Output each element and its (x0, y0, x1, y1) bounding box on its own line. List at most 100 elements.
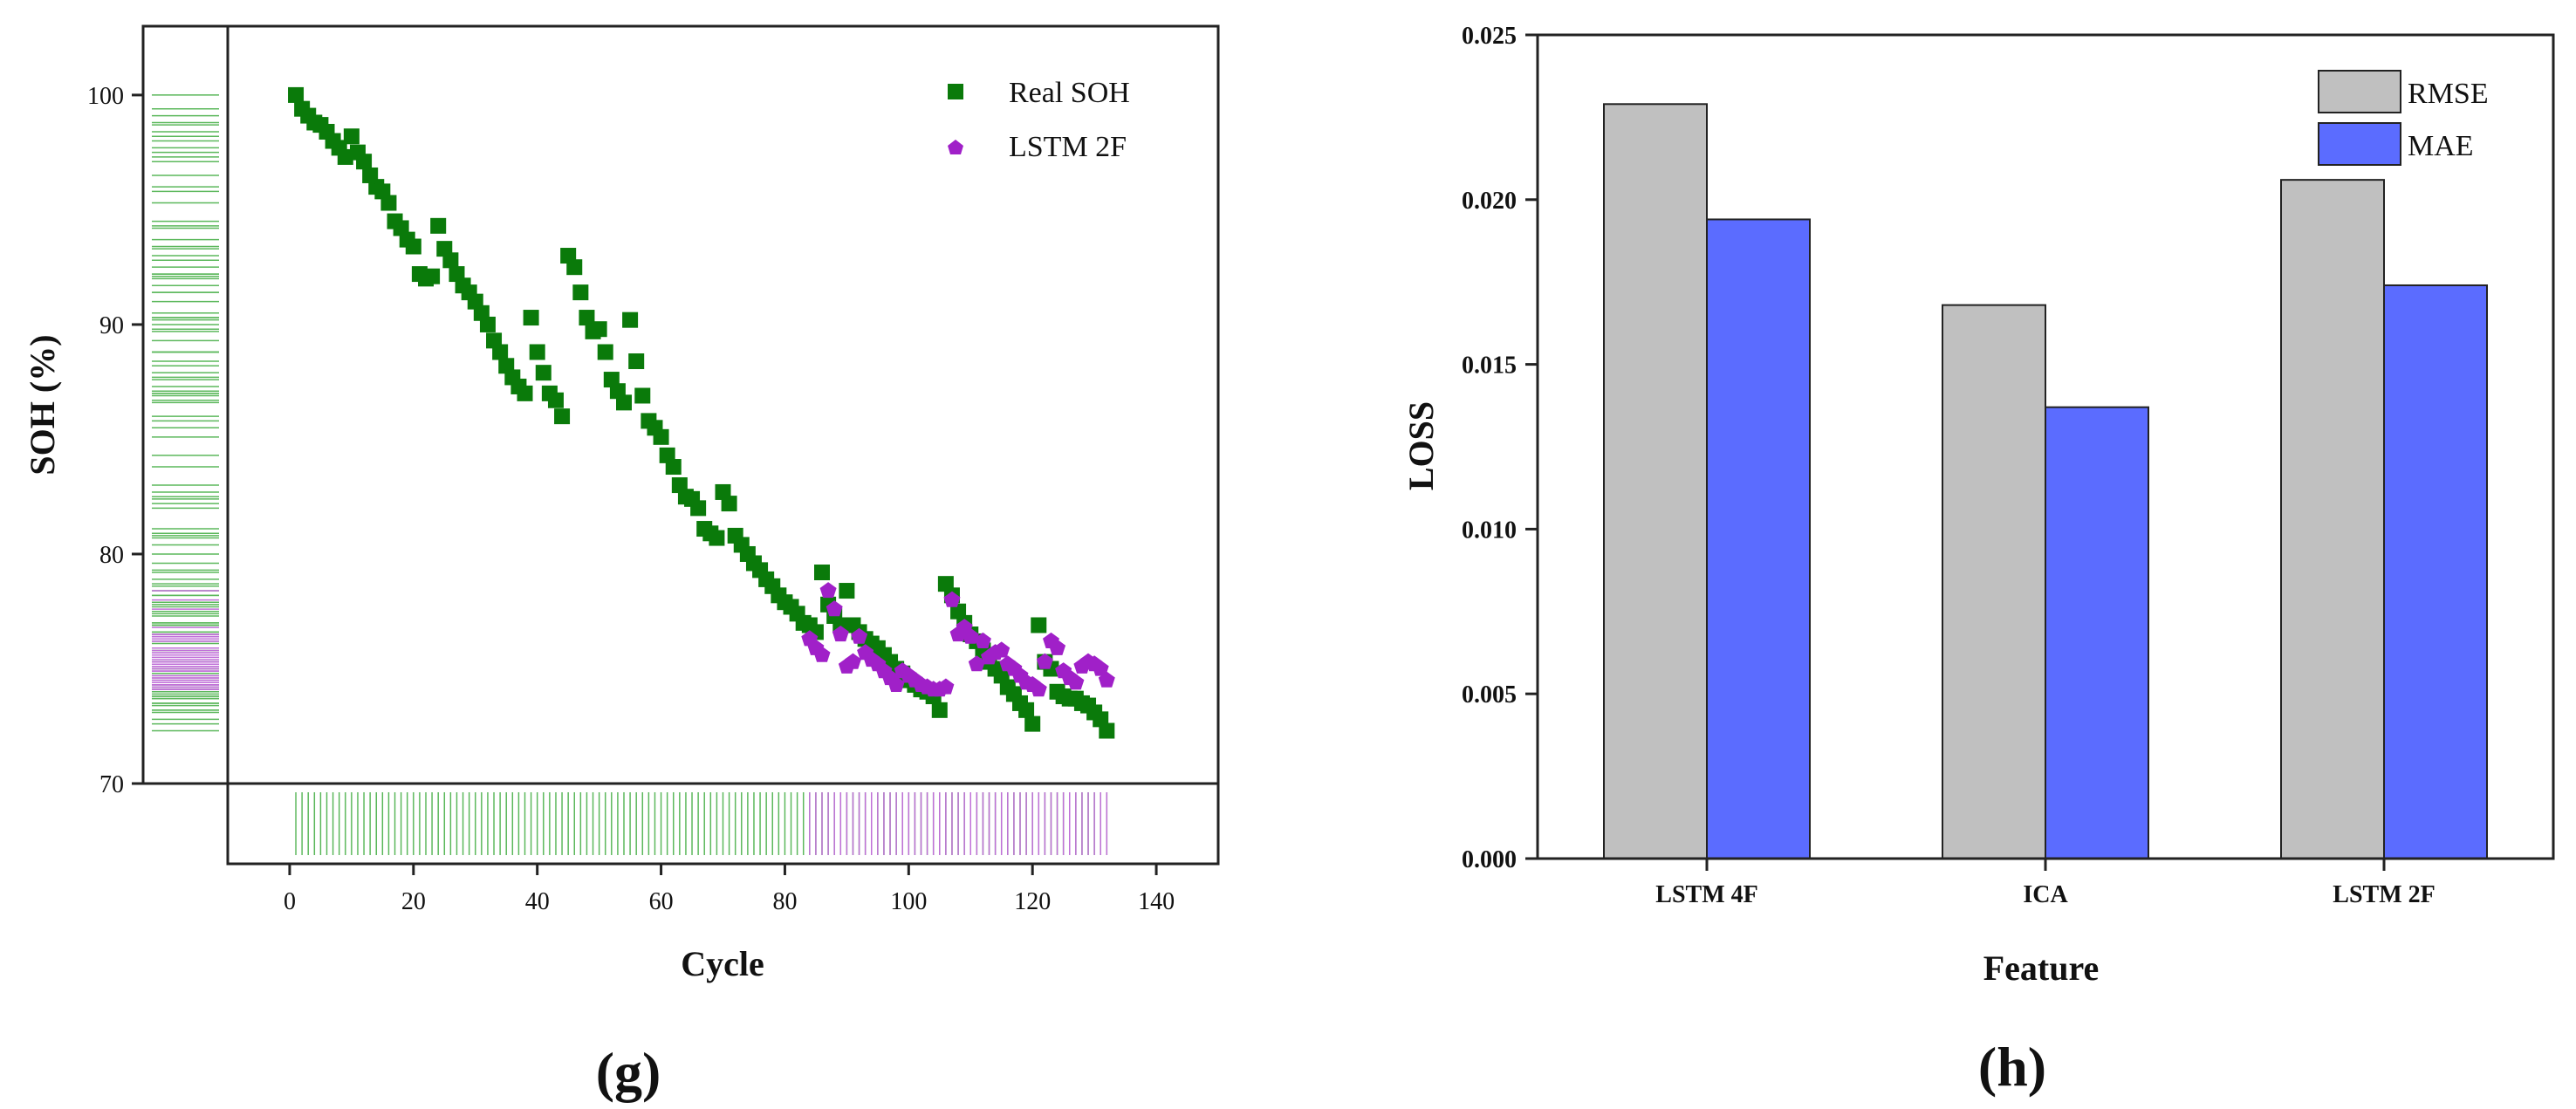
x-tick-label: 40 (525, 888, 550, 915)
x-tick-label: 100 (890, 888, 927, 915)
point-lstm-2f (845, 653, 861, 669)
legend-label-rmse: RMSE (2408, 78, 2489, 110)
x-tick-label: 120 (1014, 888, 1051, 915)
left-rug-area (141, 24, 230, 785)
plot-frame (226, 24, 1220, 785)
point-real-soh (380, 195, 397, 211)
point-real-soh (709, 530, 725, 546)
point-lstm-2f (937, 678, 955, 695)
point-lstm-2f (1092, 660, 1109, 676)
y-axis-label: SOH (%) (23, 334, 62, 475)
point-lstm-2f (1098, 671, 1115, 688)
y-tick-label: 0.010 (1462, 517, 1517, 544)
point-lstm-2f (1067, 674, 1085, 690)
point-lstm-2f (943, 591, 961, 607)
x-tick-label: 80 (772, 888, 797, 915)
x-tick-label: LSTM 2F (2333, 881, 2435, 908)
point-real-soh (529, 344, 545, 360)
x-tick-label: 60 (649, 888, 674, 915)
point-lstm-2f (832, 626, 849, 642)
soh-cycle-scatter-chart: 0 20 40 60 80 100 120 140 70 80 90 100 Real SOH LS… (23, 24, 1220, 1103)
point-real-soh (591, 321, 607, 338)
y-tick-label: 90 (99, 312, 124, 339)
point-lstm-2f (1030, 681, 1047, 697)
point-real-soh (572, 284, 589, 301)
point-real-soh (721, 496, 737, 512)
y-tick-label: 80 (99, 542, 124, 569)
point-real-soh (288, 86, 305, 103)
point-real-soh (579, 310, 595, 326)
point-real-soh (442, 252, 459, 269)
point-real-soh (1024, 715, 1041, 732)
point-real-soh (492, 344, 509, 360)
panel-label-g: (g) (596, 1041, 661, 1103)
x-tick-label: 140 (1138, 888, 1175, 915)
legend-swatch-mae (2318, 122, 2401, 166)
point-real-soh (1018, 702, 1035, 718)
y-tick-label: 100 (87, 83, 124, 110)
point-real-soh (597, 344, 613, 360)
point-lstm-2f (1036, 653, 1053, 669)
x-axis-label: Feature (1983, 948, 2100, 988)
point-lstm-2f (974, 632, 991, 648)
point-real-soh (628, 353, 645, 370)
x-tick-label: 20 (401, 888, 426, 915)
x-axis-label: Cycle (681, 944, 764, 983)
point-real-soh (424, 268, 441, 284)
point-real-soh (430, 217, 447, 234)
point-real-soh (343, 128, 360, 145)
y-tick-label: 0.015 (1462, 353, 1517, 380)
legend-label-mae: MAE (2408, 130, 2474, 162)
legend: Real SOH LSTM 2F (948, 77, 1130, 163)
point-real-soh (1099, 722, 1115, 739)
point-lstm-2f (851, 627, 868, 644)
y-axis-label: LOSS (1401, 401, 1441, 490)
bar-mae-ica (2045, 406, 2149, 859)
panel-label-h: (h) (1978, 1036, 2046, 1098)
y-tick-label: 0.005 (1462, 681, 1517, 709)
point-lstm-2f (962, 627, 979, 644)
point-real-soh (337, 148, 353, 165)
legend-marker-real-soh (948, 84, 963, 99)
legend-marker-lstm-2f (948, 140, 963, 154)
point-lstm-2f (993, 641, 1011, 658)
point-lstm-2f (813, 646, 831, 662)
bar-mae-lstm-4f (1706, 218, 1811, 859)
point-real-soh (616, 394, 632, 411)
point-lstm-2f (826, 600, 843, 617)
point-real-soh (690, 500, 707, 517)
point-real-soh (1031, 617, 1047, 633)
y-tick-label: 0.000 (1462, 846, 1517, 873)
point-real-soh (356, 154, 373, 170)
point-real-soh (839, 583, 855, 599)
legend-swatch-rmse (2318, 70, 2401, 113)
y-tick-label: 70 (99, 771, 124, 798)
point-real-soh (814, 565, 830, 581)
bar-rmse-ica (1942, 304, 2046, 859)
point-real-soh (566, 259, 583, 276)
bar-rmse-lstm-2f (2280, 179, 2385, 860)
y-tick-label: 0.020 (1462, 188, 1517, 215)
legend-label-real-soh: Real SOH (1009, 77, 1130, 109)
point-real-soh (554, 408, 571, 425)
point-real-soh (405, 238, 421, 255)
loss-bar-chart: 0.000 0.005 0.010 0.015 0.020 0.025 LSTM 4F IC… (1401, 23, 2555, 1098)
point-real-soh (665, 459, 682, 476)
point-real-soh (634, 387, 651, 404)
x-tick-label: LSTM 4F (1655, 881, 1757, 908)
point-real-soh (931, 702, 948, 718)
point-real-soh (653, 428, 669, 445)
legend-label-lstm-2f: LSTM 2F (1009, 131, 1127, 163)
point-lstm-2f (1049, 639, 1066, 655)
point-real-soh (535, 365, 552, 381)
point-real-soh (523, 310, 539, 326)
legend: RMSE MAE (2318, 70, 2489, 166)
bar-mae-lstm-2f (2383, 284, 2488, 859)
x-tick-label: ICA (2023, 881, 2068, 908)
point-lstm-2f (968, 655, 985, 672)
point-lstm-2f (819, 582, 837, 599)
point-lstm-2f (887, 675, 905, 692)
bar-rmse-lstm-4f (1603, 103, 1708, 859)
point-real-soh (622, 311, 639, 328)
point-real-soh (479, 316, 496, 332)
